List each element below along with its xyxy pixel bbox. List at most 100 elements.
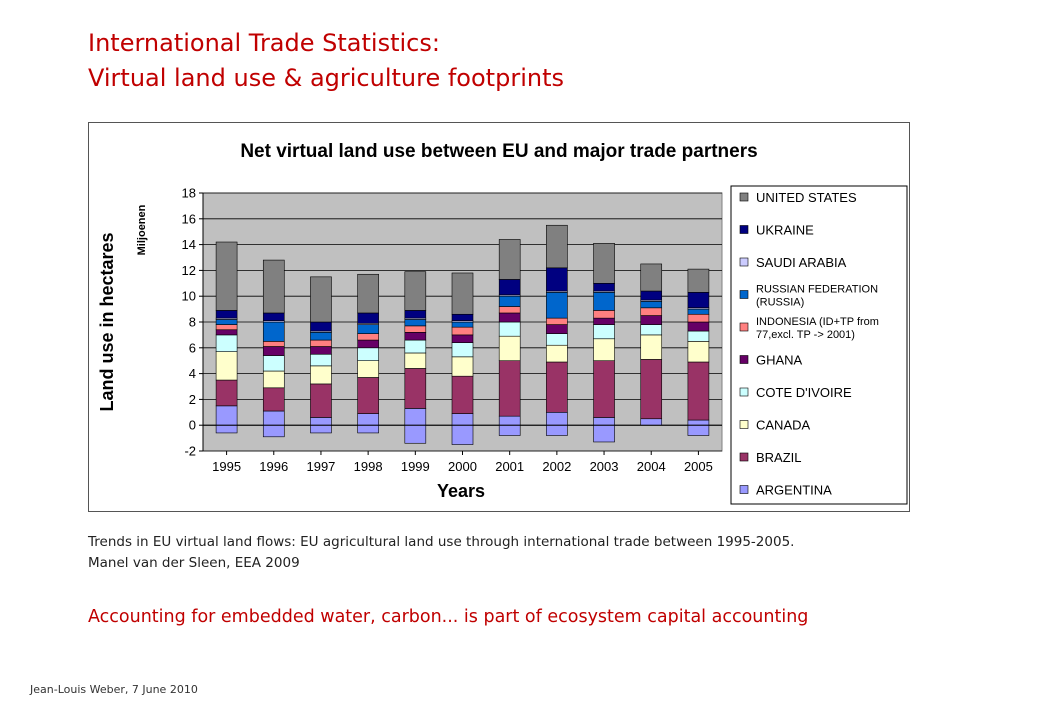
y-tick-label: 2	[189, 392, 196, 407]
bar-segment-ukraine	[687, 292, 710, 309]
bar-segment-ghana	[262, 346, 285, 356]
bar-segment-negative	[593, 424, 615, 443]
bar-segment-indonesia	[593, 310, 615, 319]
legend-swatch	[739, 225, 749, 234]
bar-segment-united	[687, 268, 710, 293]
bar-segment-indonesia	[687, 313, 710, 323]
bar-segment-canada	[215, 351, 238, 381]
x-axis-ticks: 1995 1996 1997 1998 1999 2000 2001 2002 2003 2004…	[212, 451, 713, 474]
bar-segment-brazil	[687, 361, 710, 421]
bar-segment-ghana	[546, 324, 568, 334]
slide-title-line1: International Trade Statistics:	[88, 29, 440, 57]
bar-segment-argentina	[498, 415, 521, 426]
caption-line1: Trends in EU virtual land flows: EU agri…	[88, 534, 795, 550]
bar-segment-russian	[687, 308, 710, 315]
bar-segment-cote	[546, 333, 568, 346]
x-tick-label: 1996	[259, 459, 288, 474]
legend-label: UKRAINE	[756, 223, 814, 238]
y-tick-label: 4	[189, 366, 196, 381]
bar-segment-united	[357, 273, 379, 314]
bar-segment-ukraine	[310, 321, 332, 332]
bar-segment-russian	[640, 301, 663, 309]
bar-segment-ukraine	[593, 283, 615, 292]
slide-title-line2: Virtual land use & agriculture footprint…	[88, 64, 564, 92]
bar-segment-argentina	[546, 411, 568, 426]
y-tick-label: 10	[182, 289, 196, 304]
bar-segment-canada	[687, 341, 710, 363]
bar-segment-russian	[357, 324, 379, 334]
bar-segment-canada	[310, 365, 332, 385]
bar-segment-argentina	[262, 410, 285, 426]
legend-label: UNITED STATES	[756, 190, 857, 205]
x-tick-label: 1999	[401, 459, 430, 474]
bar-segment-ukraine	[546, 267, 568, 292]
legend-swatch	[739, 452, 749, 462]
bar-segment-ukraine	[640, 290, 663, 301]
bar-segment-ukraine	[215, 310, 238, 319]
bar-segment-indonesia	[498, 306, 521, 314]
bar-segment-negative	[498, 424, 521, 436]
bar-segment-united	[546, 224, 568, 269]
x-tick-label: 2003	[590, 459, 619, 474]
bar-segment-brazil	[451, 375, 474, 414]
y-tick-label: 0	[189, 418, 196, 433]
bar-segment-canada	[357, 360, 379, 378]
x-tick-label: 2001	[495, 459, 524, 474]
stacked-bar-chart: Net virtual land use between EU and majo…	[88, 122, 910, 512]
bar-segment-brazil	[546, 361, 568, 413]
y-tick-label: 6	[189, 340, 196, 355]
x-tick-label: 2004	[637, 459, 666, 474]
bar-segment-cote	[215, 334, 238, 352]
bar-segment-russian	[262, 321, 285, 342]
bar-segment-russian	[498, 295, 521, 307]
bar-segment-negative	[262, 424, 285, 438]
legend-swatch	[739, 485, 749, 494]
bar-segment-russian	[310, 332, 332, 341]
bar-segment-ghana	[215, 329, 238, 336]
bar-segment-negative	[546, 424, 568, 436]
bar-segment-cote	[593, 324, 615, 340]
y-tick-label: 18	[182, 186, 196, 201]
bar-segment-argentina	[310, 417, 332, 426]
bar-segment-brazil	[357, 377, 379, 414]
bar-segment-argentina	[215, 405, 238, 426]
y-axis-unit-label: Miljoenen	[136, 204, 148, 255]
y-tick-label: 12	[182, 263, 196, 278]
x-tick-label: 1997	[306, 459, 335, 474]
y-tick-label: 16	[182, 211, 196, 226]
bar-segment-united	[404, 271, 427, 311]
bar-segment-brazil	[310, 383, 332, 418]
bar-segment-cote	[357, 347, 379, 362]
x-tick-label: 1998	[354, 459, 383, 474]
bar-segment-united	[498, 239, 521, 280]
legend-swatch	[739, 290, 749, 299]
bar-segment-ghana	[451, 334, 474, 343]
legend-label: RUSSIAN FEDERATION (RUSSIA)	[756, 284, 878, 309]
bar-segment-united	[593, 243, 615, 284]
x-tick-label: 1995	[212, 459, 241, 474]
bar-segment-indonesia	[640, 307, 663, 316]
x-tick-label: 2002	[542, 459, 571, 474]
bar-segment-indonesia	[451, 326, 474, 336]
bar-segment-cote	[640, 324, 663, 336]
bar-segment-negative	[310, 424, 332, 434]
bar-segment-ghana	[687, 321, 710, 332]
bar-segment-brazil	[215, 379, 238, 407]
x-axis-label: Years	[437, 481, 485, 501]
bar-segment-canada	[593, 338, 615, 362]
highlight-note: Accounting for embedded water, carbon...…	[88, 607, 809, 627]
bar-segment-russian	[451, 321, 474, 328]
bar-segment-united	[451, 272, 474, 315]
bar-segment-cote	[310, 353, 332, 367]
y-tick-label: 14	[182, 237, 196, 252]
legend-label: GHANA	[756, 353, 803, 368]
bar-segment-argentina	[593, 417, 615, 426]
footer-author-date: Jean-Louis Weber, 7 June 2010	[30, 683, 198, 696]
bar-segment-brazil	[593, 360, 615, 418]
bar-segment-cote	[687, 330, 710, 342]
bar-segment-canada	[451, 356, 474, 377]
bar-segment-ukraine	[498, 279, 521, 296]
bar-segment-ukraine	[262, 312, 285, 322]
bar-segment-canada	[546, 344, 568, 363]
legend-swatch	[739, 322, 749, 332]
